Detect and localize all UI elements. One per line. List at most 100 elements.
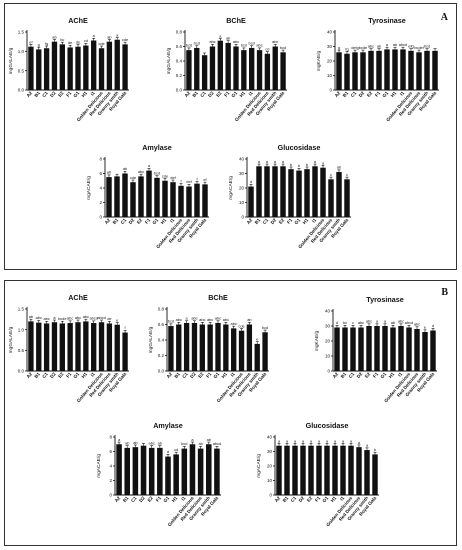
significance-letter: abc [75, 315, 81, 320]
bar [186, 50, 192, 90]
y-axis-label: mgKAE/g [316, 51, 322, 72]
significance-letter: abc [207, 317, 213, 322]
bar [28, 46, 34, 90]
x-tick-label: D2 [270, 217, 278, 225]
significance-letter: ef [203, 177, 207, 182]
y-tick-label: 0.4 [158, 338, 165, 343]
x-tick-label: H1 [81, 371, 89, 379]
significance-letter: bc [60, 37, 64, 42]
x-tick-label: B1 [342, 90, 350, 98]
bar [284, 445, 290, 495]
y-axis-label: mgACAE/g [228, 176, 234, 200]
y-tick-label: 10 [267, 478, 273, 483]
x-tick-label: E2 [306, 495, 314, 503]
panel-a: A AChE mgGALAE/g 0.0 0.5 1.0 1.5 ef A2 g B1 fg C1 ab… [4, 3, 457, 270]
x-tick-label: C1 [130, 495, 138, 503]
x-tick-label: I1 [180, 495, 187, 501]
significance-letter: cde [162, 173, 168, 178]
significance-letter: abc [215, 316, 221, 321]
significance-letter: def [186, 179, 192, 184]
x-tick-label: C1 [181, 371, 189, 379]
significance-letter: abc [256, 43, 262, 48]
significance-letter: abc [83, 314, 89, 319]
significance-letter: f [125, 325, 127, 330]
x-tick-label: B1 [122, 495, 130, 503]
bar-chart-tyrosinase: Tyrosinase mgKAE/g 0 10 20 30 40 d A2 bc B1 c C1 abc D… [314, 295, 437, 403]
significance-letter: abc [209, 39, 215, 44]
bar [376, 50, 382, 90]
x-tick-label: I1 [311, 217, 318, 223]
significance-letter: d [250, 179, 252, 184]
x-tick-label: B1 [191, 90, 199, 98]
bar [264, 53, 271, 90]
bar [207, 324, 213, 371]
y-tick-label: 30 [267, 449, 273, 454]
bar [336, 172, 342, 217]
bar [202, 184, 208, 217]
significance-letter: ab [107, 170, 111, 175]
bar [106, 177, 112, 217]
bar [352, 52, 358, 90]
bar [170, 182, 176, 217]
significance-letter: c [352, 320, 354, 325]
significance-letter: de [68, 40, 72, 45]
y-tick-label: 4 [99, 186, 102, 191]
panel-label: B [441, 287, 448, 298]
bar [374, 326, 380, 371]
bar [83, 321, 89, 371]
y-tick-label: 10 [325, 354, 331, 359]
y-tick-label: 1.0 [18, 327, 25, 332]
bar [223, 324, 229, 371]
bar [43, 323, 50, 371]
significance-letter: de [107, 316, 111, 321]
chart-title: Tyrosinase [368, 16, 405, 25]
y-tick-label: 2 [109, 478, 112, 483]
x-tick-label: I1 [339, 495, 346, 501]
y-axis-label: mgGALAE/g [8, 47, 14, 74]
bar [146, 170, 152, 217]
significance-letter: bcd [280, 45, 286, 50]
x-tick-label: I1 [248, 90, 255, 96]
significance-letter: abc [223, 317, 229, 322]
x-tick-label: B1 [33, 90, 41, 98]
significance-letter: ab [107, 34, 111, 39]
significance-letter: cd [265, 46, 269, 51]
bar [67, 47, 73, 90]
significance-letter: a [116, 32, 119, 37]
bar [350, 327, 356, 371]
x-tick-label: A2 [184, 90, 192, 98]
y-tick-label: 2 [99, 200, 102, 205]
significance-letter: bcde [359, 45, 367, 50]
x-tick-label: A2 [246, 217, 254, 225]
significance-letter: a [93, 33, 96, 38]
x-tick-label: E2 [57, 371, 65, 379]
bar [288, 169, 294, 217]
x-tick-label: C1 [120, 217, 128, 225]
significance-letter: bcd [181, 441, 187, 446]
significance-letter: f [180, 178, 182, 183]
x-tick-label: C1 [350, 90, 358, 98]
bar [98, 322, 105, 371]
chart-title: Tyrosinase [366, 295, 403, 304]
bar [183, 322, 190, 371]
significance-letter: bcdef [414, 45, 424, 50]
significance-letter: cde [98, 41, 104, 46]
bar [398, 326, 404, 371]
chart-title: AChE [68, 293, 88, 302]
y-tick-label: 0.0 [18, 369, 25, 374]
bar [254, 343, 260, 371]
y-tick-label: 20 [327, 59, 333, 64]
y-tick-label: 30 [325, 324, 331, 329]
panel-b: B AChE mgGALAE/g 0.0 0.5 1.0 1.5 ab A2 abc B1 abc C… [4, 280, 457, 546]
bar [122, 173, 128, 217]
bar [248, 186, 254, 217]
bar [430, 330, 436, 371]
bar [36, 49, 42, 90]
x-tick-label: E2 [215, 90, 223, 98]
bar [246, 324, 253, 371]
significance-letter: a [366, 443, 369, 448]
significance-letter: ab [198, 441, 202, 446]
significance-letter: abcd [399, 42, 407, 47]
bar [124, 447, 131, 495]
bar [106, 41, 113, 90]
